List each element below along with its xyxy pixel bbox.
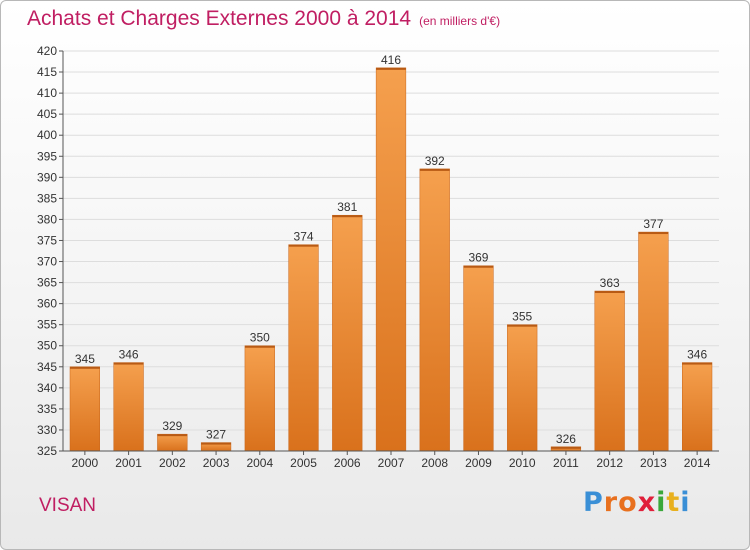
bar [244, 345, 275, 452]
bar [157, 433, 188, 452]
x-tick-label: 2010 [509, 456, 536, 470]
y-tick-label: 325 [37, 444, 57, 458]
commune-name: VISAN [39, 495, 97, 516]
x-tick-label: 2005 [290, 456, 317, 470]
bar-top-edge [157, 434, 188, 437]
y-tick-label: 375 [37, 233, 57, 247]
y-tick-label: 370 [37, 255, 57, 269]
axes [59, 50, 719, 455]
proxiti-logo: Proxiti [583, 487, 691, 518]
bar-top-edge [419, 168, 450, 171]
x-tick-label: 2001 [115, 456, 142, 470]
value-label: 392 [425, 154, 445, 168]
x-tick-label: 2013 [640, 456, 667, 470]
y-tick-label: 420 [37, 44, 57, 58]
x-tick-label: 2006 [334, 456, 361, 470]
labels: 325 330 335 340 345 350 355 360 365 370 375 380 385 3… [37, 44, 711, 470]
logo-letter: i [680, 487, 691, 518]
value-label: 350 [250, 331, 270, 345]
bar [288, 244, 319, 452]
chart-subtitle: (en milliers d'€) [419, 14, 501, 28]
logo-letter: i [656, 487, 667, 518]
bar-top-edge [288, 244, 319, 247]
bar [375, 67, 407, 452]
bar [69, 366, 100, 452]
bar-top-edge [201, 442, 231, 445]
y-tick-label: 385 [37, 191, 57, 205]
bar-top-edge [244, 345, 275, 348]
value-label: 374 [294, 230, 314, 244]
y-tick-label: 400 [37, 128, 57, 142]
value-label: 345 [75, 352, 95, 366]
bar-top-edge [463, 265, 494, 268]
bar-top-edge [594, 291, 625, 293]
bar [463, 265, 494, 452]
x-tick-label: 2009 [465, 456, 492, 470]
chart-title-text: Achats et Charges Externes 2000 à 2014 [27, 7, 412, 30]
value-label: 355 [512, 310, 532, 324]
y-tick-label: 340 [37, 381, 57, 395]
y-tick-label: 410 [37, 86, 57, 100]
y-tick-label: 365 [37, 276, 57, 290]
y-tick-label: 330 [37, 423, 57, 437]
bar-top-edge [682, 362, 713, 365]
y-tick-label: 380 [37, 212, 57, 226]
logo-letter: P [583, 487, 604, 518]
value-label: 329 [162, 419, 182, 433]
bar-top-edge [638, 232, 669, 235]
y-tick-label: 395 [37, 149, 57, 163]
bar [113, 362, 144, 452]
bar [332, 214, 363, 452]
y-tick-label: 405 [37, 107, 57, 121]
bar [507, 324, 538, 452]
x-tick-label: 2004 [246, 456, 273, 470]
value-label: 346 [119, 348, 139, 362]
logo-letter: t [666, 487, 681, 518]
value-label: 369 [468, 251, 488, 265]
y-tick-label: 415 [37, 65, 57, 79]
y-tick-label: 345 [37, 360, 57, 374]
x-tick-label: 2008 [421, 456, 448, 470]
bar-top-edge [332, 215, 363, 218]
x-tick-label: 2007 [378, 456, 405, 470]
value-label: 346 [687, 348, 707, 362]
x-tick-label: 2014 [684, 456, 711, 470]
y-tick-label: 390 [37, 170, 57, 184]
logo-letter: r [603, 487, 619, 518]
bar [638, 231, 669, 452]
y-tick-label: 335 [37, 402, 57, 416]
logo-letter: o [618, 487, 638, 518]
bars [69, 67, 713, 452]
chart-title: Achats et Charges Externes 2000 à 2014 (e… [27, 7, 500, 31]
bar [594, 290, 625, 452]
bar-top-edge [376, 67, 406, 70]
y-tick-label: 350 [37, 339, 57, 353]
y-tick-label: 360 [37, 297, 57, 311]
y-tick-label: 355 [37, 318, 57, 332]
x-tick-label: 2000 [72, 456, 99, 470]
value-label: 363 [600, 276, 620, 290]
value-label: 377 [643, 217, 663, 231]
value-label: 416 [381, 53, 401, 67]
bar-top-edge [551, 446, 581, 449]
bar [682, 362, 713, 452]
x-tick-label: 2003 [203, 456, 230, 470]
x-tick-label: 2002 [159, 456, 186, 470]
value-label: 326 [556, 432, 576, 446]
bar [419, 168, 450, 452]
bar-top-edge [69, 366, 100, 369]
x-tick-label: 2012 [596, 456, 623, 470]
bar-top-edge [507, 324, 538, 327]
bar-top-edge [113, 362, 144, 365]
value-label: 327 [206, 428, 226, 442]
x-tick-label: 2011 [553, 456, 579, 470]
logo-letter: x [637, 487, 657, 518]
value-label: 381 [337, 200, 357, 214]
